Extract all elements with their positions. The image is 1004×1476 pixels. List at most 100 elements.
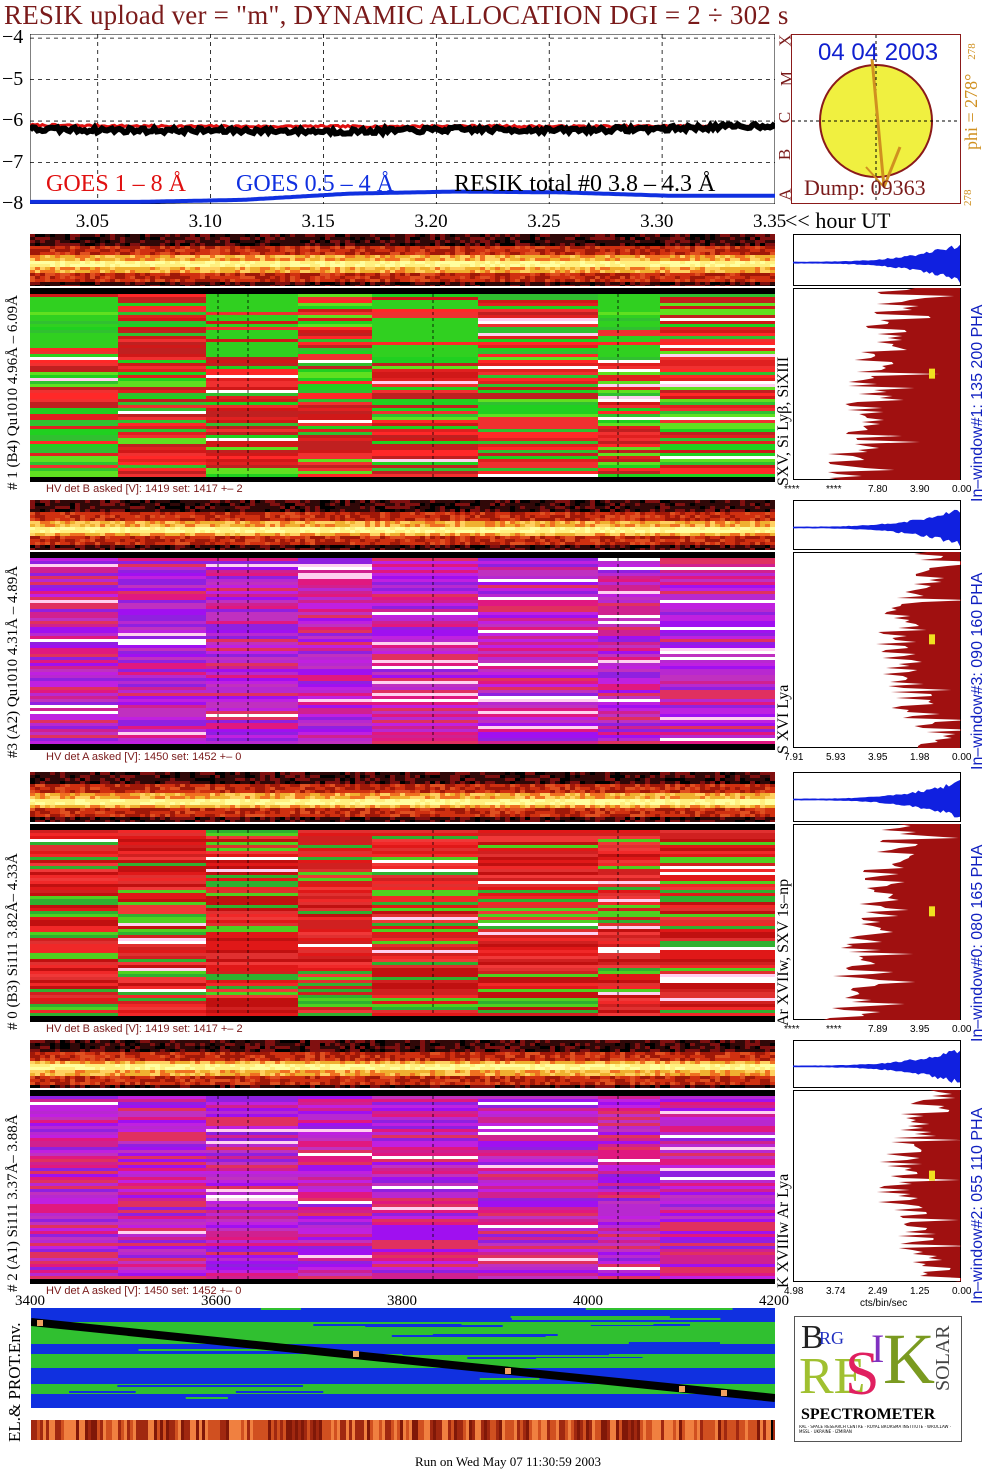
panel-left-label: # 0 (B3) Si111 3.82Å– 4.33Å: [5, 853, 21, 1030]
window-label: In–window#1: 135 200 PHA: [969, 304, 986, 502]
spectrum-top-strip: [30, 772, 775, 822]
pha-tick-label: ****: [784, 1024, 800, 1035]
hv-readout: HV det B asked [V]: 1419 set: 1417 +– 2: [46, 1023, 243, 1035]
pha-large: [793, 1090, 961, 1282]
lightcurve-plot: [30, 34, 775, 204]
y-tick-label: −8: [2, 192, 24, 214]
pha-tick-label: 7.80: [868, 484, 888, 495]
dump-number: Dump: 09363: [804, 175, 926, 200]
env-x-tick-label: 3800: [387, 1293, 417, 1309]
phi-angle: phi = 278°: [961, 73, 981, 150]
x-tick-label: 3.35: [753, 211, 787, 232]
pha-tick-label: 7.91: [784, 752, 804, 763]
logo-small-print: RAL · SPACE RESEARCH CENTRE · ROYAL BROR…: [799, 1425, 952, 1434]
pha-small: [793, 1040, 961, 1088]
window-label: In–window#2: 055 110 PHA: [969, 1107, 986, 1304]
spectrum-heatmap: [30, 1090, 775, 1284]
pha-tick-label: 3.74: [826, 1286, 846, 1297]
phi-small-bottom: 278: [962, 189, 974, 207]
pha-tick-label: 3.95: [910, 1024, 930, 1035]
pha-tick-label: 7.89: [868, 1024, 888, 1035]
phi-small-top: 278: [965, 43, 978, 60]
lightcurve-panel: [30, 34, 775, 204]
observation-date: 04 04 2003: [818, 39, 939, 66]
pha-small: [793, 500, 961, 550]
env-x-tick-label: 3600: [201, 1293, 231, 1309]
spectrum-top-strip: [30, 1040, 775, 1088]
spectrum-heatmap: [30, 552, 775, 750]
env-x-tick-label: 4200: [759, 1293, 789, 1309]
legend-resik-total: RESIK total #0 3.8 – 4.3 Å: [454, 171, 716, 197]
logo-caption: SPECTROMETER: [801, 1406, 936, 1423]
pha-small: [793, 234, 961, 286]
pha-tick-label: 5.93: [826, 752, 846, 763]
pha-large: [793, 552, 961, 748]
pha-tick-label: 3.95: [868, 752, 888, 763]
pha-tick-label: 0.00: [952, 484, 972, 495]
x-axis-label: << hour UT: [785, 208, 891, 233]
pha-tick-label: 1.98: [910, 752, 930, 763]
logo-letter-b: B: [801, 1319, 824, 1356]
y-tick-label: −5: [2, 67, 24, 90]
x-tick-label: 3.25: [527, 211, 561, 232]
x-tick-label: 3.30: [640, 211, 674, 232]
panel-line-label: S XVI Lya: [775, 684, 792, 754]
pha-tick-label: 0.00: [952, 752, 972, 763]
pha-tick-label: 0.00: [952, 1286, 972, 1297]
x-tick-label: 3.05: [75, 211, 109, 232]
pha-tick-label: ****: [826, 484, 842, 495]
env-x-tick-label: 3400: [15, 1293, 45, 1309]
pha-tick-label: 3.90: [910, 484, 930, 495]
pha-tick-label: 0.00: [952, 1024, 972, 1035]
pha-large: [793, 288, 961, 480]
hv-readout: HV det A asked [V]: 1450 set: 1452 +– 0: [46, 751, 242, 763]
hv-readout: HV det B asked [V]: 1419 set: 1417 +– 2: [46, 483, 243, 495]
env-panel: [31, 1308, 775, 1408]
panel-line-label: Ar XVIIw, SXV 1s–np: [775, 878, 792, 1026]
x-tick-label: 3.15: [301, 211, 335, 232]
y-tick-label: −6: [2, 109, 24, 132]
sun-disk: [792, 35, 960, 203]
legend-goes-long: GOES 1 – 8 Å: [46, 171, 187, 197]
spectrum-top-strip: [30, 500, 775, 550]
pha-large: [793, 824, 961, 1020]
x-tick-label: 3.10: [188, 211, 222, 232]
window-label: In–window#3: 090 160 PHA: [969, 572, 986, 770]
logo-letter-k: K: [883, 1319, 935, 1399]
panel-left-label: #3 (A2) Qu1010 4.31Å – 4.89Å: [5, 565, 21, 758]
spectrum-heatmap: [30, 288, 775, 482]
hv-readout: HV det A asked [V]: 1450 set: 1452 +– 0: [46, 1285, 242, 1297]
pha-tick-label: ****: [826, 1024, 842, 1035]
logo-letter-rg: RG: [819, 1328, 845, 1348]
panel-left-label: # 1 (B4) Qu1010 4.96Å – 6.09Å: [5, 295, 21, 490]
panel-line-label: SXV, Si Lyβ, SiXIII: [775, 356, 792, 486]
logo-letter-i: I: [871, 1326, 885, 1371]
pha-tick-label: ****: [784, 484, 800, 495]
spectrum-top-strip: [30, 234, 775, 286]
env-x-tick-label: 4000: [573, 1293, 603, 1309]
legend-goes-short: GOES 0.5 – 4 Å: [236, 171, 395, 197]
sun-panel: 04 04 2003 Dump: 09363: [791, 34, 961, 204]
page-title: RESIK upload ver = "m", DYNAMIC ALLOCATI…: [4, 0, 789, 30]
resik-logo: B RG RE S I K SOLAR SPECTROMETER RAL · S…: [794, 1316, 962, 1442]
env-plot: [31, 1308, 775, 1408]
pha-unit: cts/bin/sec: [860, 1298, 908, 1309]
pha-tick-label: 2.49: [868, 1286, 888, 1297]
logo-letter-s: S: [845, 1340, 880, 1408]
run-footer: Run on Wed May 07 11:30:59 2003: [415, 1454, 602, 1469]
panel-left-label: # 2 (A1) Si111 3.37Å– 3.88Å: [5, 1114, 21, 1292]
pha-tick-label: 4.98: [784, 1286, 804, 1297]
series-3: [30, 119, 775, 139]
env-label: EL.& PROT.Env.: [5, 1322, 24, 1442]
y-tick-label: −4: [2, 26, 24, 49]
panel-line-label: K XVIIIw Ar Lya: [775, 1173, 792, 1288]
pha-small: [793, 772, 961, 822]
spectrum-heatmap: [30, 824, 775, 1022]
x-tick-label: 3.20: [414, 211, 448, 232]
y-tick-label: −7: [2, 150, 24, 173]
series-2: [30, 189, 775, 204]
pha-tick-label: 1.25: [910, 1286, 930, 1297]
logo-solar: SOLAR: [932, 1325, 954, 1391]
logo-letter-re: RE: [799, 1348, 866, 1405]
env-colorbar: [31, 1420, 775, 1440]
